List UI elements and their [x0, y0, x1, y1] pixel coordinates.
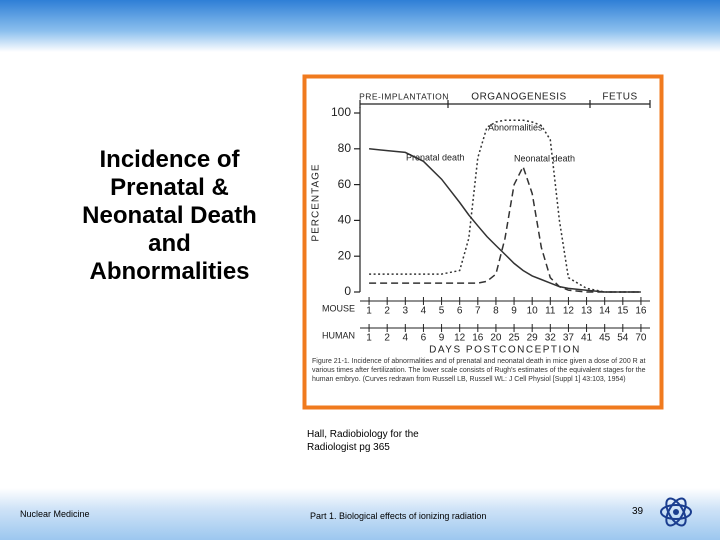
x-tick-label: 10	[527, 306, 539, 317]
x-tick-label: 1	[366, 306, 372, 317]
x-tick-label: 9	[439, 333, 445, 344]
x-tick-label: 14	[599, 306, 611, 317]
x-row-label: HUMAN	[322, 330, 355, 340]
x-tick-label: 8	[493, 306, 499, 317]
x-tick-label: 1	[366, 333, 372, 344]
x-tick-label: 7	[475, 306, 481, 317]
x-tick-label: 29	[527, 333, 539, 344]
x-tick-label: 15	[617, 306, 629, 317]
x-row-label: MOUSE	[322, 303, 355, 313]
x-tick-label: 9	[511, 306, 517, 317]
curve-label: Neonatal death	[514, 153, 575, 163]
x-tick-label: 2	[384, 306, 390, 317]
x-tick-label: 16	[635, 306, 647, 317]
curve	[369, 148, 641, 293]
stage-label: FETUS	[602, 92, 637, 103]
x-tick-label: 16	[472, 333, 484, 344]
x-tick-label: 3	[403, 306, 409, 317]
stage-label: ORGANOGENESIS	[471, 92, 566, 103]
x-tick-label: 25	[509, 333, 521, 344]
stage-label: PRE-IMPLANTATION	[359, 91, 449, 101]
curve	[369, 164, 641, 293]
x-tick-label: 4	[421, 306, 427, 317]
figure-frame	[302, 74, 664, 410]
x-tick-label: 11	[545, 306, 556, 317]
plot: PRE-IMPLANTATION ORGANOGENESIS FETUS 0 20 40 6…	[311, 91, 651, 356]
slide-title: Incidence of Prenatal & Neonatal Death a…	[82, 146, 257, 285]
y-tick-label: 20	[338, 248, 352, 262]
curve-label: Prenatal death	[406, 152, 465, 162]
curve	[369, 119, 641, 293]
x-tick-label: 70	[635, 333, 647, 344]
top-band	[0, 0, 720, 52]
footer-center: Part 1. Biological effects of ionizing r…	[310, 511, 487, 521]
y-tick-label: 40	[338, 213, 352, 227]
curve-label: Abnormalities	[488, 122, 543, 132]
x-tick-label: 13	[581, 306, 593, 317]
x-tick-label: 6	[457, 306, 463, 317]
logo	[660, 497, 692, 527]
y-tick-label: 60	[338, 177, 352, 191]
x-tick-label: 37	[563, 333, 575, 344]
y-axis-label: PERCENTAGE	[311, 163, 322, 241]
citation: Hall, Radiobiology for the Radiologist p…	[307, 429, 419, 453]
x-tick-label: 32	[545, 333, 557, 344]
footer-left: Nuclear Medicine	[20, 509, 90, 519]
y-tick-label: 80	[338, 141, 352, 155]
figure-caption: Figure 21-1. Incidence of abnormalities …	[312, 358, 646, 383]
x-tick-label: 4	[403, 333, 409, 344]
x-tick-label: 41	[581, 333, 593, 344]
x-tick-label: 12	[454, 333, 466, 344]
x-tick-label: 12	[563, 306, 575, 317]
y-tick-label: 100	[331, 105, 351, 119]
page-number: 39	[632, 506, 644, 517]
x-tick-label: 45	[599, 333, 611, 344]
x-tick-label: 20	[490, 333, 502, 344]
y-tick-label: 0	[344, 284, 351, 298]
bottom-band	[0, 488, 720, 540]
x-tick-label: 5	[439, 306, 445, 317]
x-axis-label: DAYS POSTCONCEPTION	[429, 345, 581, 356]
x-tick-label: 2	[384, 333, 390, 344]
x-tick-label: 54	[617, 333, 629, 344]
x-tick-label: 6	[421, 333, 427, 344]
